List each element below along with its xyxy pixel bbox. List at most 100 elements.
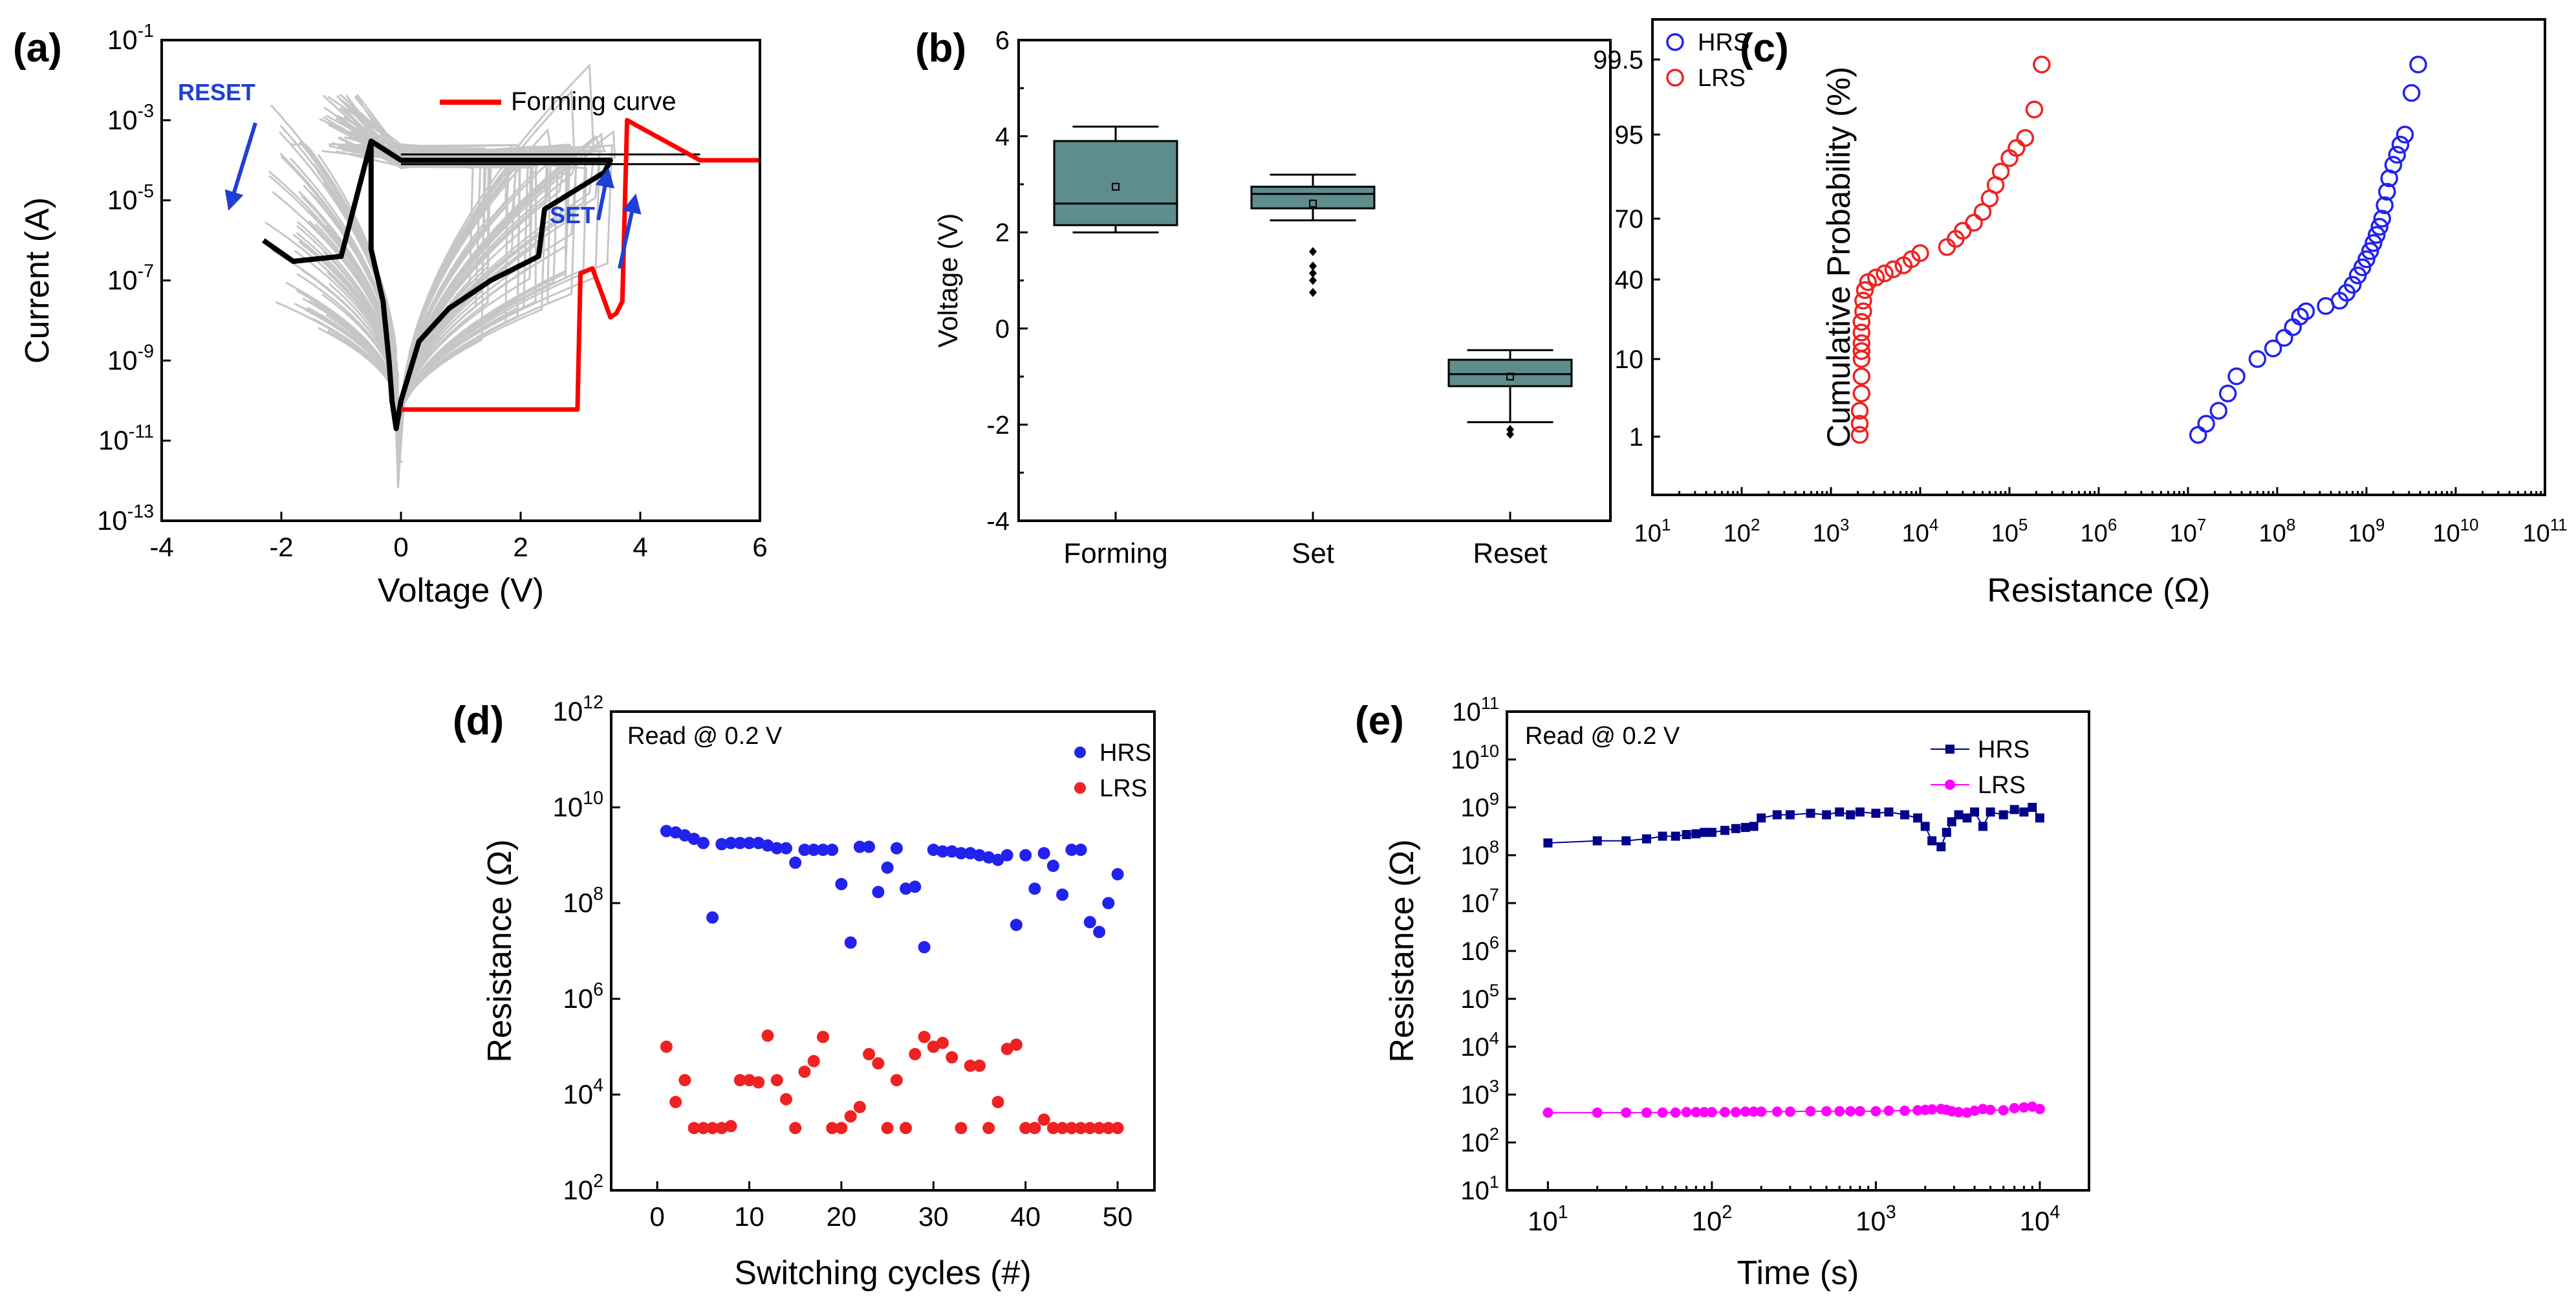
data-point (2009, 805, 2019, 814)
data-point (2019, 807, 2029, 817)
data-point (1046, 859, 1059, 872)
mean-marker (1506, 373, 1514, 381)
data-point (752, 1076, 765, 1089)
data-point (1969, 1106, 1980, 1116)
data-point (1973, 202, 1992, 221)
data-point (1010, 1038, 1023, 1051)
data-point (1854, 292, 1872, 310)
y-tick-label: 1 (1629, 423, 1643, 452)
x-tick-label: 1011 (2522, 516, 2567, 547)
data-point (706, 911, 719, 924)
data-point (1871, 809, 1881, 818)
data-point (1998, 810, 2008, 820)
data-point (1681, 1107, 1692, 1118)
data-point (2365, 234, 2383, 252)
data-point (1019, 849, 1032, 862)
panel-label: (c) (1740, 26, 1789, 71)
data-point (1835, 807, 1845, 817)
series-hrs (2189, 55, 2427, 444)
data-point (1658, 831, 1667, 841)
data-point (1821, 1106, 1832, 1117)
data-point (1911, 244, 1929, 263)
data-point (2264, 339, 2282, 358)
data-point (2009, 1103, 2020, 1113)
x-tick-label: 108 (2259, 516, 2296, 547)
data-point (2218, 384, 2237, 403)
y-tick-label: 70 (1615, 205, 1644, 234)
x-axis-label: Switching cycles (#) (734, 1254, 1031, 1292)
outlier-point (1309, 261, 1317, 271)
data-point (1111, 868, 1124, 880)
data-point (2361, 242, 2379, 260)
x-tick-label: 50 (1103, 1201, 1133, 1232)
data-point (881, 1122, 894, 1135)
data-point (2025, 100, 2044, 119)
data-point (1998, 1105, 2009, 1116)
panel-label: (b) (915, 26, 966, 71)
data-point (807, 1054, 820, 1067)
data-point (1671, 831, 1680, 841)
y-axis-label: Resistance (Ω) (1383, 839, 1421, 1062)
y-tick-label: 103 (1460, 1076, 1499, 1109)
series-lrs (1542, 1101, 2045, 1118)
data-point (1682, 830, 1691, 840)
outlier-point (1309, 288, 1317, 298)
gray-sweeps (265, 63, 616, 489)
data-point (2189, 426, 2207, 444)
data-point (2016, 129, 2035, 147)
data-point (1037, 847, 1050, 860)
data-point (1852, 334, 1871, 353)
data-point (863, 840, 876, 853)
data-point (2402, 83, 2421, 102)
data-point (1806, 809, 1815, 818)
data-point (789, 1122, 802, 1135)
data-point (1720, 825, 1729, 835)
data-point (1912, 1105, 1923, 1116)
data-point (2033, 55, 2051, 74)
plot-frame (610, 710, 1156, 1192)
data-point (872, 886, 885, 899)
x-tick-label: 104 (2020, 1202, 2061, 1236)
x-tick-label: 103 (1856, 1202, 1896, 1236)
data-point (1691, 1107, 1702, 1118)
outlier-point (1309, 268, 1317, 278)
data-point (697, 836, 709, 849)
x-tick-label: -4 (149, 532, 173, 562)
data-point (900, 1122, 913, 1135)
data-point (2343, 276, 2362, 294)
data-point (1592, 836, 1602, 846)
data-point (1707, 827, 1716, 837)
data-point (1856, 281, 1874, 300)
y-tick-label: 6 (995, 27, 1010, 55)
data-point (872, 1057, 885, 1070)
data-point (946, 1051, 958, 1064)
data-point (936, 1036, 949, 1049)
data-point (1543, 838, 1553, 848)
y-tick-label: 99.5 (1593, 46, 1643, 74)
data-point (2384, 156, 2403, 174)
data-point (1913, 813, 1923, 823)
y-tick-label: 108 (1460, 836, 1499, 870)
legend-label-lrs: LRS (1099, 775, 1147, 802)
x-tick-label: 109 (2348, 516, 2385, 547)
data-point (660, 1040, 673, 1053)
legend-marker-lrs (1074, 782, 1086, 794)
x-tick-label: -2 (269, 532, 293, 562)
x-tick-label: 105 (1991, 516, 2028, 547)
data-point (1852, 323, 1871, 342)
data-point (1953, 1107, 1964, 1118)
data-point (1927, 1104, 1938, 1115)
x-tick-label: 104 (1902, 516, 1939, 547)
series-hrs (660, 825, 1124, 954)
data-point (2227, 367, 2246, 386)
box-set (1250, 173, 1376, 298)
data-point (798, 1065, 811, 1078)
legend-label-hrs: HRS (1978, 736, 2029, 763)
data-point (1028, 1122, 1041, 1135)
legend-marker-lrs (1945, 780, 1955, 790)
series-lrs (660, 1029, 1124, 1135)
data-point (1900, 1106, 1910, 1116)
data-point (789, 857, 802, 869)
data-point (1920, 822, 1930, 831)
data-point (1962, 813, 1972, 823)
